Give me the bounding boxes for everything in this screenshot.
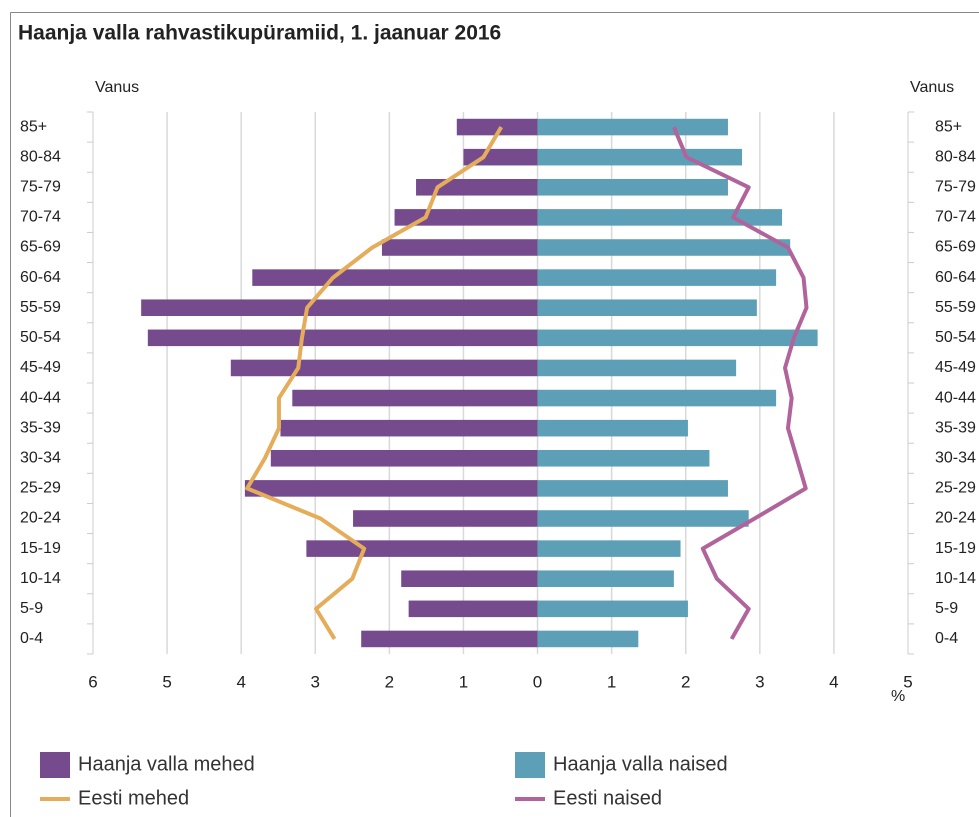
y-tick-label: 55-59 [20,299,61,316]
x-tick-label: 1 [459,672,468,691]
y-tick-label-right: 65-69 [935,239,976,256]
y-tick-label: 65-69 [20,239,61,256]
bar [353,510,538,527]
y-tick-label: 80-84 [20,148,61,165]
bar [401,570,538,588]
bar [292,389,538,407]
x-tick-label: 0 [533,672,542,691]
y-tick-label: 20-24 [20,510,61,527]
legend-label: Eesti mehed [78,787,189,809]
bar [306,540,538,557]
x-tick-label: 5 [903,672,912,691]
bar [537,419,688,437]
y-tick-label-right: 20-24 [935,510,976,527]
bar [537,239,791,256]
bar [537,389,777,407]
bar [537,178,728,196]
bar [244,480,538,497]
bar [537,449,710,467]
bar [537,209,783,226]
y-tick-label-right: 80-84 [935,148,976,165]
legend-swatch [40,752,70,778]
legend-label: Haanja valla naised [553,753,728,775]
y-tick-label-right: 10-14 [935,570,976,587]
x-tick-label: 5 [162,672,171,691]
x-tick-label: 1 [607,672,616,691]
y-tick-label-right: 25-29 [935,480,976,497]
y-tick-label: 70-74 [20,209,61,226]
bar [537,570,674,588]
line [672,126,809,640]
y-tick-label: 75-79 [20,178,61,195]
x-tick-label: 4 [829,672,838,691]
bar [537,480,728,497]
bar [537,118,728,136]
bar [141,299,538,317]
bar [252,269,538,286]
bar [270,449,538,467]
y-tick-label-right: 70-74 [935,209,976,226]
y-tick-label-right: 50-54 [935,329,976,346]
y-tick-label: 85+ [20,118,47,135]
bar [537,359,737,377]
y-tick-label-right: 85+ [935,118,962,135]
y-tick-label: 60-64 [20,269,61,286]
y-tick-label: 30-34 [20,449,61,466]
bar [463,148,538,166]
bar [537,630,639,648]
y-tick-label-right: 75-79 [935,178,976,195]
y-tick-label: 15-19 [20,540,61,557]
y-tick-label-right: 40-44 [935,389,976,406]
x-tick-label: 4 [236,672,245,691]
legend-label: Eesti naised [553,787,662,809]
bar [280,419,538,437]
line [245,126,503,640]
y-tick-label: 40-44 [20,389,61,406]
y-tick-label-right: 0-4 [935,630,958,647]
legend-swatch [515,752,545,778]
y-tick-label: 25-29 [20,480,61,497]
y-tick-label-right: 60-64 [935,269,976,286]
bar [537,299,757,317]
bar [456,118,538,136]
y-tick-label: 10-14 [20,570,61,587]
bar [537,600,688,618]
x-axis-label: % [891,688,905,705]
legend-label: Haanja valla mehed [78,753,255,775]
y-tick-label-right: 30-34 [935,449,976,466]
x-tick-label: 3 [311,672,320,691]
bar [537,269,777,286]
x-tick-label: 3 [755,672,764,691]
bar [147,329,538,347]
bar [361,630,538,648]
bar [230,359,538,377]
x-tick-label: 2 [385,672,394,691]
bar [537,540,681,557]
y-tick-label-right: 55-59 [935,299,976,316]
bar [537,329,818,347]
bar [381,239,538,256]
y-tick-label-right: 15-19 [935,540,976,557]
y-tick-label: 45-49 [20,359,61,376]
y-tick-label-right: 35-39 [935,419,976,436]
x-tick-label: 6 [88,672,97,691]
chart-title: Haanja valla rahvastikupüramiid, 1. jaan… [18,22,501,45]
x-tick-label: 2 [681,672,690,691]
y-tick-label: 35-39 [20,419,61,436]
y-tick-label: 50-54 [20,329,61,346]
y-axis-label: Vanus [95,79,139,96]
bar [537,510,749,527]
bar [537,148,743,166]
bar [394,209,538,226]
y-tick-label: 0-4 [20,630,43,647]
y-tick-label: 5-9 [20,600,43,617]
y-tick-label-right: 45-49 [935,359,976,376]
bar [408,600,538,618]
y-tick-label-right: 5-9 [935,600,958,617]
y-axis-label-right: Vanus [910,79,954,96]
